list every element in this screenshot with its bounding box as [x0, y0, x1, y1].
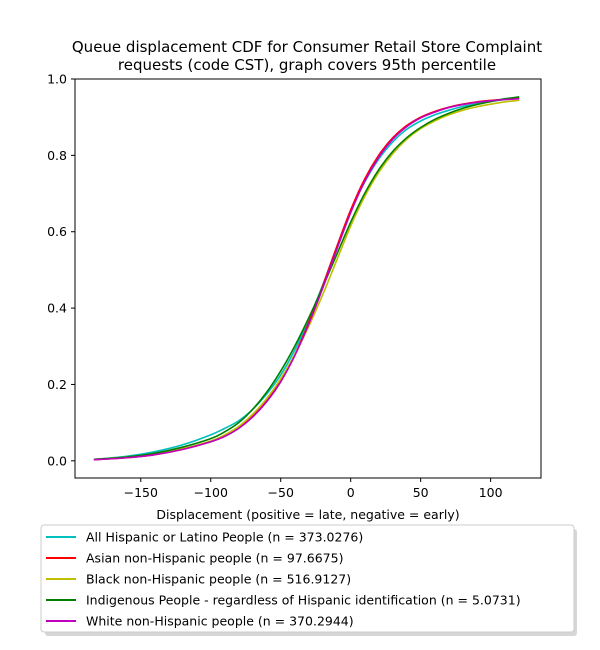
- x-axis-ticks: −150 −100 −50 0 50 100: [124, 478, 503, 500]
- y-tick-label: 0.4: [47, 301, 67, 316]
- x-tick-label: 50: [413, 485, 429, 500]
- legend-items: All Hispanic or Latino People (n = 373.0…: [46, 530, 521, 629]
- y-tick-label: 1.0: [47, 72, 67, 87]
- x-tick-label: −100: [194, 485, 228, 500]
- series-line-2: [93, 99, 520, 461]
- plot-frame: [74, 78, 542, 479]
- x-tick-label: 100: [479, 485, 503, 500]
- x-tick-label: −150: [124, 485, 158, 500]
- legend-label-3: Indigenous People - regardless of Hispan…: [86, 593, 521, 608]
- y-tick-label: 0.0: [47, 453, 67, 468]
- legend-label-0: All Hispanic or Latino People (n = 373.0…: [86, 530, 363, 545]
- legend-label-2: Black non-Hispanic people (n = 516.9127): [86, 572, 351, 587]
- x-tick-label: 0: [347, 485, 355, 500]
- x-axis-label: Displacement (positive = late, negative …: [156, 507, 459, 522]
- x-tick-label: −50: [268, 485, 294, 500]
- y-tick-label: 0.8: [47, 148, 67, 163]
- y-axis-ticks: 0.0 0.2 0.4 0.6 0.8 1.0: [47, 72, 75, 468]
- legend-label-1: Asian non-Hispanic people (n = 97.6675): [86, 551, 343, 566]
- chart-title-line-1: Queue displacement CDF for Consumer Reta…: [72, 38, 542, 56]
- y-tick-label: 0.2: [47, 377, 67, 392]
- series-line-4: [93, 98, 520, 461]
- chart-title-line-2: requests (code CST), graph covers 95th p…: [118, 56, 496, 74]
- legend-label-4: White non-Hispanic people (n = 370.2944): [86, 614, 354, 629]
- y-tick-label: 0.6: [47, 224, 67, 239]
- legend: All Hispanic or Latino People (n = 373.0…: [40, 524, 577, 636]
- legend-box: [40, 524, 575, 633]
- plot-area: [75, 79, 541, 478]
- series-line-3: [93, 96, 520, 461]
- series-lines: [93, 96, 520, 461]
